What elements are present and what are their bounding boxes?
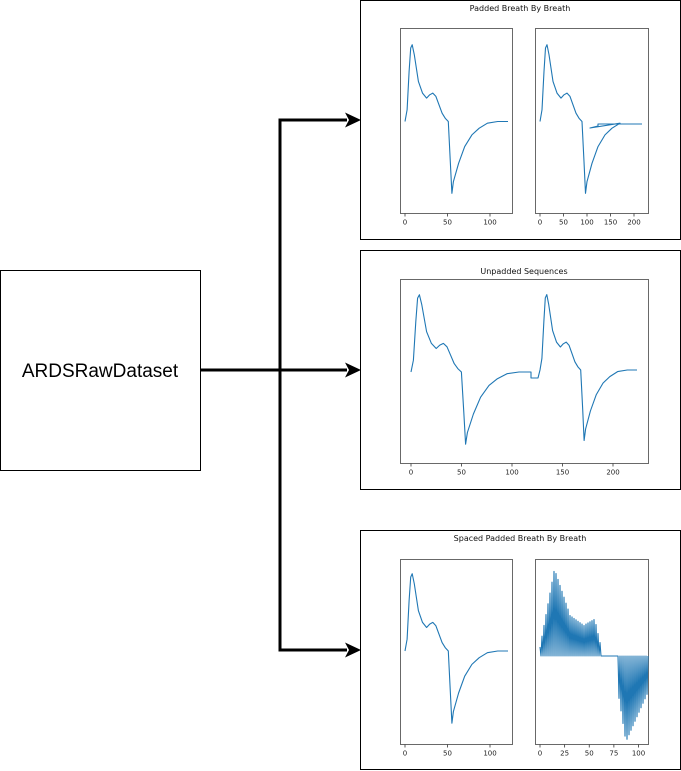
x-tick-label: 75 — [609, 750, 618, 758]
x-tick-label: 50 — [443, 750, 452, 758]
x-tick-label: 0 — [538, 750, 542, 758]
x-tick-label: 150 — [556, 469, 569, 477]
x-tick-label: 100 — [483, 219, 496, 227]
x-tick-label: 100 — [632, 750, 645, 758]
source-node[interactable]: ARDSRawDataset — [0, 270, 201, 471]
x-tick-label: 100 — [505, 469, 518, 477]
waveform-series — [404, 573, 508, 724]
x-tick-label: 200 — [606, 469, 619, 477]
arrowhead-unpadded — [345, 362, 361, 378]
axes-frame — [535, 28, 649, 214]
x-tick-label: 0 — [403, 750, 407, 758]
panel-padded-breath-by-breath: Padded Breath By Breath 0 50 100 0 50 100 150… — [360, 0, 681, 240]
spaced-plot-left: 0 50 100 — [400, 559, 513, 758]
panel-unpadded-title: Unpadded Sequences — [480, 267, 567, 276]
waveform-series — [539, 570, 649, 740]
unpadded-plot: 0 50 100 150 200 — [400, 279, 649, 477]
axes-frame — [400, 559, 513, 745]
x-tick-label: 50 — [585, 750, 594, 758]
x-tick-label: 0 — [538, 219, 542, 227]
x-tick-label: 50 — [443, 219, 452, 227]
x-tick-label: 0 — [409, 469, 413, 477]
waveform-series — [410, 294, 637, 445]
x-tick-label: 25 — [560, 750, 569, 758]
x-tick-label: 0 — [403, 219, 407, 227]
x-tick-label: 50 — [457, 469, 466, 477]
panel-padded-title: Padded Breath By Breath — [470, 4, 571, 13]
arrow-to-spaced — [278, 370, 347, 652]
source-node-box — [0, 270, 201, 471]
panel-spaced-padded-breath-by-breath: Spaced Padded Breath By Breath 0 50 100 0 2… — [360, 530, 681, 770]
x-tick-label: 200 — [627, 219, 640, 227]
axes-frame — [400, 28, 513, 214]
panel-unpadded-sequences: Unpadded Sequences 0 50 100 150 200 — [360, 250, 681, 490]
panel-spaced-title: Spaced Padded Breath By Breath — [454, 534, 587, 543]
x-tick-label: 100 — [483, 750, 496, 758]
x-tick-label: 150 — [604, 219, 617, 227]
arrowhead-padded — [345, 112, 361, 128]
x-tick-label: 50 — [559, 219, 568, 227]
waveform-series — [539, 44, 642, 194]
padded-plot-left: 0 50 100 — [400, 28, 513, 227]
spaced-plot-right: 0 25 50 75 100 — [535, 559, 649, 758]
source-node-label: ARDSRawDataset — [22, 361, 179, 382]
arrowhead-spaced — [345, 642, 361, 658]
connectors — [201, 112, 361, 658]
padded-plot-right: 0 50 100 150 200 — [535, 28, 649, 227]
x-tick-label: 100 — [580, 219, 593, 227]
arrow-to-padded — [278, 118, 347, 370]
waveform-series — [404, 44, 508, 194]
